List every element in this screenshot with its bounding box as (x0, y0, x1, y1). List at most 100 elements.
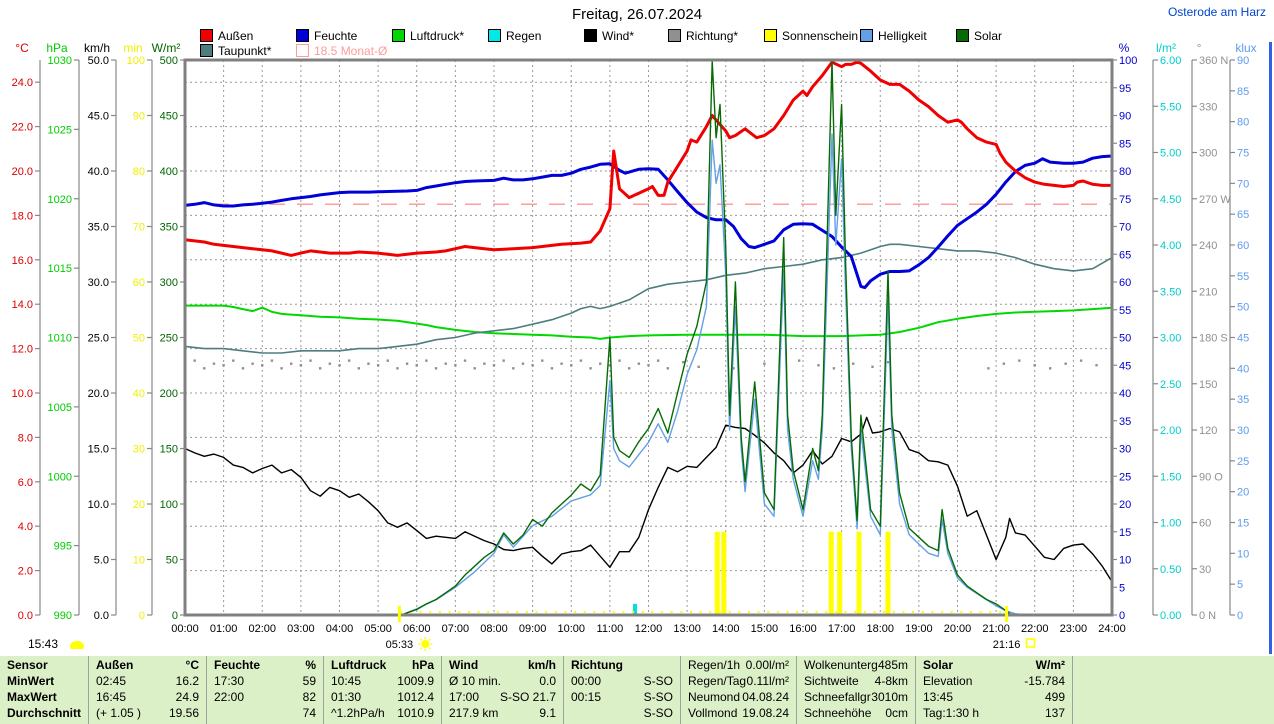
table-col-solar: Solar W/m² Elevation -15.784 13:45 499 Tag:1:3… (915, 656, 1072, 724)
table-row: Ø 10 min. 0.0 (442, 673, 563, 689)
svg-text:25.0: 25.0 (88, 333, 109, 345)
legend-item-solar[interactable]: Solar (956, 29, 1002, 43)
svg-text:50: 50 (1119, 333, 1131, 345)
table-col-rowlabels: Sensor MinWert MaxWert Durchschnitt (0, 656, 88, 724)
svg-text:15: 15 (1237, 518, 1249, 530)
table-row: 00:15 S-SO (564, 689, 680, 705)
legend-item-regen[interactable]: Regen (488, 29, 542, 43)
table-col-luftdruck: Luftdruck hPa 10:45 1009.9 01:30 1012.4 ^1.2hP… (323, 656, 441, 724)
cell-label: Wind (449, 658, 479, 672)
table-row: 10:45 1009.9 (324, 673, 441, 689)
series-aussen (183, 60, 1114, 257)
cell-value: 16.2 (175, 674, 199, 688)
svg-text:240: 240 (1199, 240, 1217, 252)
right-edge-accent (1269, 42, 1272, 654)
legend-item-sonnenschein[interactable]: Sonnenschein (764, 29, 858, 43)
sunset-marker: 21:16 (993, 606, 1036, 651)
legend-item-luftdruck[interactable]: Luftdruck* (392, 29, 464, 43)
svg-text:15.0: 15.0 (88, 444, 109, 456)
legend-item-helligkeit[interactable]: Helligkeit (860, 29, 927, 43)
table-row: Tag:1:30 h 137 (916, 705, 1072, 721)
svg-text:30: 30 (133, 444, 145, 456)
axis-pct: 0 5 10 15 20 25 30 35 40 45 50 55 60 65 70 75 80 85 90 95 10… (1112, 55, 1137, 622)
table-header-row: Außen °C (89, 657, 206, 673)
svg-text:0: 0 (139, 610, 145, 622)
cell-value: 24.9 (175, 690, 199, 704)
svg-text:6.0: 6.0 (18, 477, 33, 489)
svg-text:20:00: 20:00 (944, 623, 972, 635)
cell-value: S-SO (643, 690, 673, 704)
cell-value: 1009.9 (397, 674, 434, 688)
svg-text:40: 40 (1237, 363, 1249, 375)
svg-text:3.00: 3.00 (1160, 333, 1181, 345)
axis-rain: 0.00 0.50 1.00 1.50 2.00 2.50 3.00 3.50 4.00 4.50… (1152, 55, 1181, 622)
cell-value: 19.08.24 (742, 706, 789, 720)
legend-swatch (764, 29, 777, 42)
svg-text:15:00: 15:00 (751, 623, 779, 635)
cell-label: 16:45 (96, 690, 127, 704)
svg-text:01:00: 01:00 (210, 623, 238, 635)
svg-text:65: 65 (1237, 209, 1249, 221)
cell-value: S-SO (643, 706, 673, 720)
svg-text:08:00: 08:00 (480, 623, 508, 635)
axis-solar: 0 50 100 150 200 250 300 350 400 450 500 (160, 55, 185, 622)
svg-text:150: 150 (1199, 379, 1217, 391)
table-header-row: Feuchte% (207, 657, 323, 673)
series-wind (184, 416, 1113, 583)
svg-text:50: 50 (166, 555, 178, 567)
cell-label: Elevation (923, 674, 973, 688)
svg-text:400: 400 (160, 166, 178, 178)
svg-text:8.0: 8.0 (18, 432, 33, 444)
svg-text:85: 85 (1119, 138, 1131, 150)
cell-value: 9.1 (539, 706, 556, 720)
legend-swatch (296, 29, 309, 42)
legend-swatch (296, 44, 309, 57)
legend-label: Regen (506, 29, 542, 43)
svg-text:300: 300 (160, 277, 178, 289)
cell-value: % (305, 658, 316, 672)
table-row: 17:30 59 (207, 673, 323, 689)
legend-item-wind[interactable]: Wind* (584, 29, 634, 43)
table-row: 13:45 499 (916, 689, 1072, 705)
legend-label: Feuchte (314, 29, 358, 43)
legend-item-feuchte[interactable]: Feuchte (296, 29, 358, 43)
svg-text:55: 55 (1119, 305, 1131, 317)
svg-text:450: 450 (160, 111, 178, 123)
cell-label: Sensor (7, 658, 48, 672)
legend-item-taupunkt[interactable]: Taupunkt* (200, 44, 271, 58)
svg-text:50.0: 50.0 (88, 55, 109, 67)
svg-text:0.00: 0.00 (1160, 610, 1181, 622)
cell-label: 10:45 (331, 674, 362, 688)
cell-label: Außen (96, 658, 134, 672)
svg-text:100: 100 (127, 55, 145, 67)
cell-value: S-SO (643, 674, 673, 688)
svg-text:07:00: 07:00 (442, 623, 470, 635)
svg-text:12:00: 12:00 (635, 623, 663, 635)
svg-text:60: 60 (133, 277, 145, 289)
cell-label: ^1.2hPa/h (331, 706, 385, 720)
table-row: 01:30 1012.4 (324, 689, 441, 705)
cell-label: Feuchte (214, 658, 261, 672)
svg-text:45: 45 (1237, 333, 1249, 345)
svg-text:19:00: 19:00 (905, 623, 933, 635)
cell-value: 0cm (885, 706, 908, 720)
svg-text:1010: 1010 (48, 333, 72, 345)
legend-item-monat[interactable]: 18.5 Monat-Ø (296, 44, 387, 58)
svg-text:20: 20 (1237, 487, 1249, 499)
svg-text:6.00: 6.00 (1160, 55, 1181, 67)
legend-item-auen[interactable]: Außen (200, 29, 253, 43)
svg-text:11:00: 11:00 (597, 623, 624, 635)
svg-text:30.0: 30.0 (88, 277, 109, 289)
svg-text:35: 35 (1237, 394, 1249, 406)
table-row: 17:00 S-SO 21.7 (442, 689, 563, 705)
svg-text:16:00: 16:00 (789, 623, 817, 635)
svg-text:05:33: 05:33 (386, 639, 414, 651)
svg-text:14:00: 14:00 (712, 623, 740, 635)
legend-swatch (584, 29, 597, 42)
svg-text:05:00: 05:00 (364, 623, 392, 635)
legend-item-richtung[interactable]: Richtung* (668, 29, 738, 43)
table-col-richtung: Richtung 00:00 S-SO 00:15 S-SO S-SO (563, 656, 680, 724)
table-row: Neumond 04.08.24 (681, 689, 796, 705)
table-col-empty (1072, 656, 1274, 724)
